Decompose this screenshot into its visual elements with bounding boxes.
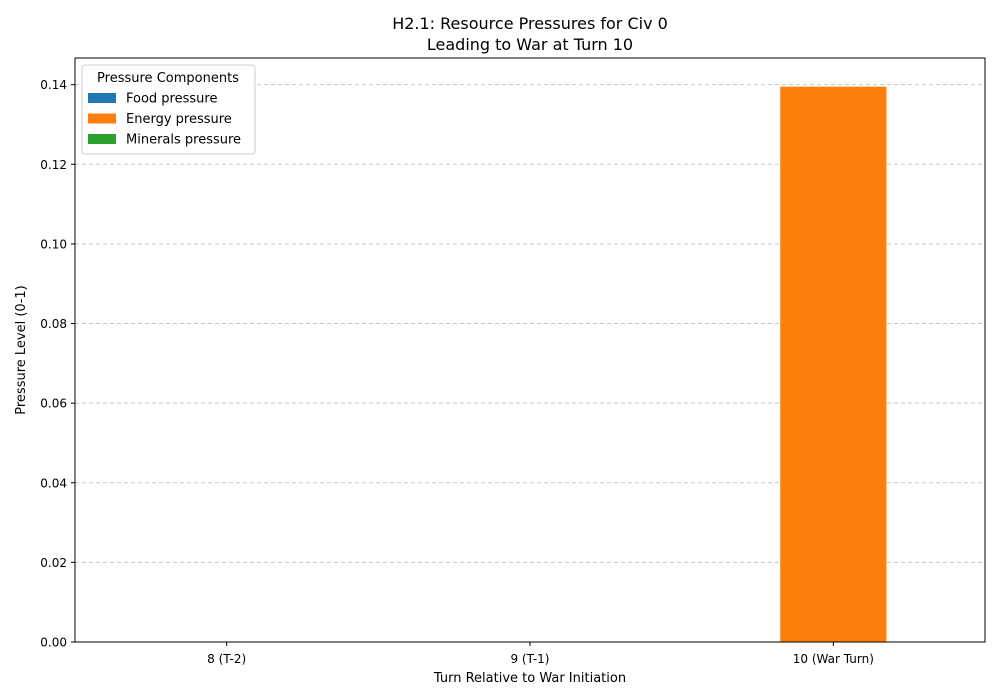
chart-title-line2: Leading to War at Turn 10: [427, 35, 633, 54]
legend-swatch: [88, 134, 116, 144]
y-tick-label: 0.08: [40, 317, 67, 331]
bar-energy-pressure: [780, 86, 887, 642]
y-axis: 0.00 0.02 0.04 0.06 0.08 0.10 0.12 0.14: [40, 78, 75, 650]
legend-label: Food pressure: [126, 92, 217, 107]
y-tick-label: 0.10: [40, 237, 67, 251]
y-tick-label: 0.14: [40, 78, 67, 92]
x-tick-label: 8 (T-2): [207, 652, 246, 666]
y-tick-label: 0.02: [40, 556, 67, 570]
legend-box: [81, 64, 256, 155]
legend-label: Minerals pressure: [126, 133, 241, 148]
legend-swatch: [88, 93, 116, 103]
bars: [780, 86, 887, 642]
legend: Pressure Components Food pressure Energy …: [81, 64, 256, 155]
legend-title: Pressure Components: [97, 71, 239, 86]
x-tick-label: 10 (War Turn): [793, 652, 874, 666]
y-tick-label: 0.04: [40, 476, 67, 490]
x-tick-label: 9 (T-1): [510, 652, 549, 666]
y-tick-label: 0.06: [40, 397, 67, 411]
legend-swatch: [88, 113, 116, 124]
chart-title-line1: H2.1: Resource Pressures for Civ 0: [392, 14, 668, 33]
y-tick-label: 0.00: [40, 636, 67, 650]
y-axis-label: Pressure Level (0-1): [14, 285, 29, 414]
legend-label: Energy pressure: [126, 112, 232, 127]
x-axis: 8 (T-2) 9 (T-1) 10 (War Turn): [207, 642, 874, 666]
y-tick-label: 0.12: [40, 158, 67, 172]
x-axis-label: Turn Relative to War Initiation: [433, 671, 626, 686]
